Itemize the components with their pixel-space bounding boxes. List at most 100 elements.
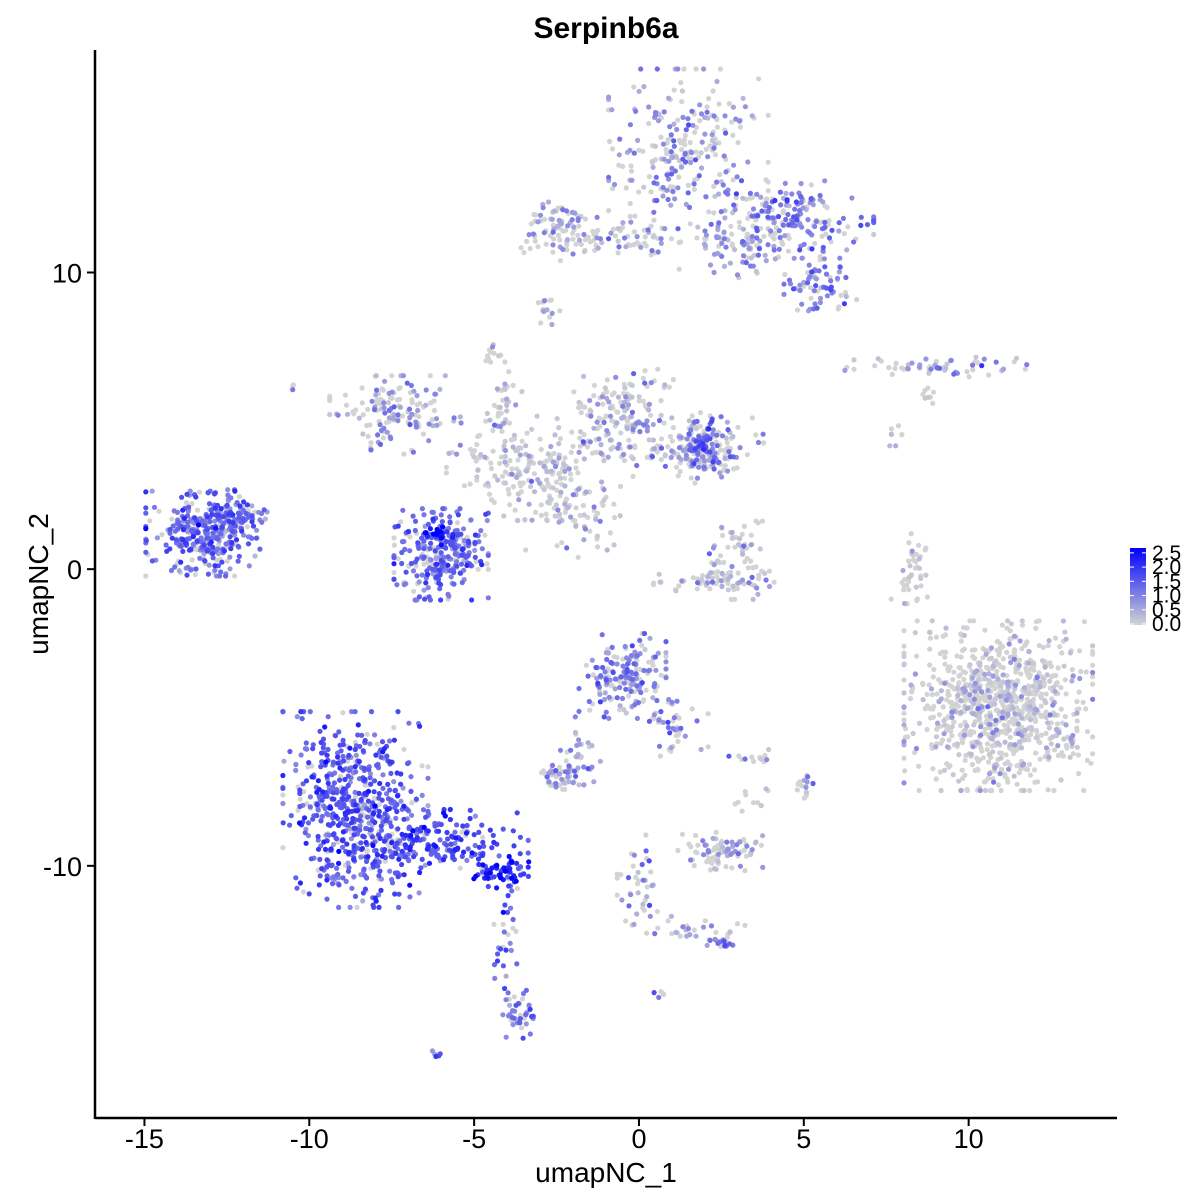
data-point (585, 766, 591, 772)
data-point (964, 786, 970, 793)
data-point (724, 440, 730, 446)
data-point (1052, 635, 1059, 641)
data-point (684, 436, 690, 442)
data-point (638, 66, 644, 72)
data-point (813, 283, 819, 289)
data-point (392, 891, 398, 897)
data-point (652, 109, 659, 116)
data-point (1090, 643, 1096, 649)
data-point (420, 431, 426, 437)
data-point (749, 847, 755, 853)
data-point (397, 404, 403, 410)
data-point (782, 233, 788, 239)
data-point (633, 874, 639, 880)
data-point (315, 807, 321, 813)
data-point (1090, 681, 1096, 687)
data-point (1078, 668, 1084, 675)
data-point (692, 177, 698, 183)
data-point (695, 224, 701, 230)
data-point (729, 119, 735, 125)
data-point (754, 191, 760, 197)
data-point (425, 775, 431, 781)
data-point (501, 929, 507, 935)
data-point (728, 573, 734, 579)
data-point (315, 833, 321, 840)
data-point (406, 858, 412, 864)
data-point (192, 572, 198, 578)
data-point (640, 901, 646, 907)
data-point (414, 573, 420, 579)
data-point (340, 710, 346, 716)
data-point (425, 828, 431, 834)
data-point (632, 213, 638, 219)
data-point (511, 994, 517, 1000)
data-point (970, 700, 977, 706)
data-point (731, 202, 737, 208)
data-point (851, 366, 857, 372)
data-point (1016, 739, 1023, 745)
data-point (709, 860, 715, 867)
data-point (620, 452, 627, 458)
data-point (167, 526, 173, 533)
data-point (763, 200, 769, 206)
data-point (503, 997, 509, 1003)
data-point (551, 450, 557, 457)
data-point (1090, 751, 1096, 757)
data-point (901, 704, 907, 711)
data-point (330, 820, 336, 826)
data-point (652, 688, 658, 694)
data-point (389, 389, 395, 395)
data-point (1038, 714, 1045, 720)
data-point (562, 468, 568, 474)
data-point (691, 863, 697, 869)
data-point (367, 422, 373, 428)
data-point (758, 756, 764, 762)
data-point (749, 238, 755, 245)
data-point (901, 628, 907, 634)
data-point (726, 449, 732, 455)
data-point (901, 780, 907, 786)
data-point (180, 507, 186, 513)
data-point (479, 562, 485, 568)
data-point (1052, 688, 1058, 695)
data-point (180, 536, 186, 543)
data-point (782, 180, 788, 186)
data-point (290, 387, 296, 393)
data-point (634, 653, 640, 659)
data-point (309, 763, 315, 769)
data-point (1027, 699, 1033, 705)
data-point (472, 539, 478, 546)
data-point (686, 418, 692, 424)
data-point (430, 516, 436, 522)
data-point (924, 726, 930, 733)
data-point (913, 745, 920, 752)
data-point (143, 505, 149, 511)
data-point (675, 847, 681, 854)
data-point (380, 749, 386, 755)
data-point (399, 560, 405, 567)
data-point (805, 217, 811, 223)
data-point (731, 466, 737, 472)
data-point (544, 458, 550, 464)
data-point (300, 889, 306, 895)
data-point (906, 558, 912, 564)
data-point (962, 727, 968, 733)
data-point (658, 398, 664, 404)
data-point (686, 122, 692, 128)
data-point (459, 546, 466, 553)
data-point (634, 715, 641, 722)
data-point (407, 882, 413, 888)
data-point (485, 552, 491, 559)
data-point (405, 760, 411, 767)
data-point (808, 182, 814, 188)
data-point (396, 904, 402, 911)
data-point (598, 442, 604, 448)
data-point (1001, 693, 1007, 699)
data-point (425, 803, 431, 809)
data-point (678, 146, 685, 153)
data-point (1016, 657, 1023, 663)
data-point (726, 941, 733, 947)
data-point (560, 246, 566, 252)
data-point (353, 752, 359, 758)
data-point (902, 576, 908, 582)
